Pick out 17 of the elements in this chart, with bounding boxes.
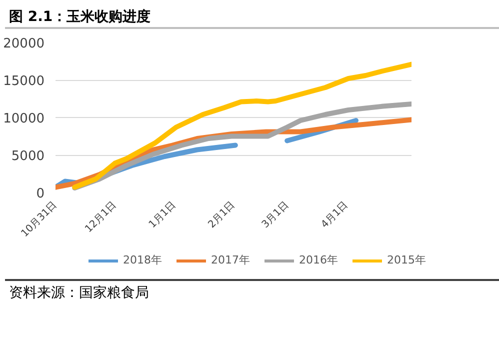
x-tick-label: 12月1日 — [83, 200, 119, 236]
x-tick-label: 2月1日 — [206, 200, 238, 231]
x-tick-label: 4月1日 — [319, 200, 350, 231]
text: 资料来源：国家粮食局 — [9, 284, 149, 303]
y-tick-label: 0 — [36, 186, 45, 202]
chart-title: 图 2.1：玉米收购进度 — [9, 8, 151, 27]
y-tick-label: 20000 — [3, 36, 45, 52]
x-tick-label: 10月31日 — [19, 200, 60, 240]
y-tick-label: 15000 — [3, 74, 45, 89]
x-tick-label: 3月1日 — [260, 200, 291, 231]
legend-label: 2017年 — [211, 252, 250, 268]
y-tick-label: 5000 — [11, 149, 45, 164]
x-tick-label: 1月1日 — [147, 200, 178, 231]
legend-label: 2015年 — [387, 252, 426, 268]
legend-label: 2018年 — [123, 252, 162, 268]
legend-label: 2016年 — [299, 252, 338, 268]
y-tick-label: 10000 — [3, 112, 45, 126]
